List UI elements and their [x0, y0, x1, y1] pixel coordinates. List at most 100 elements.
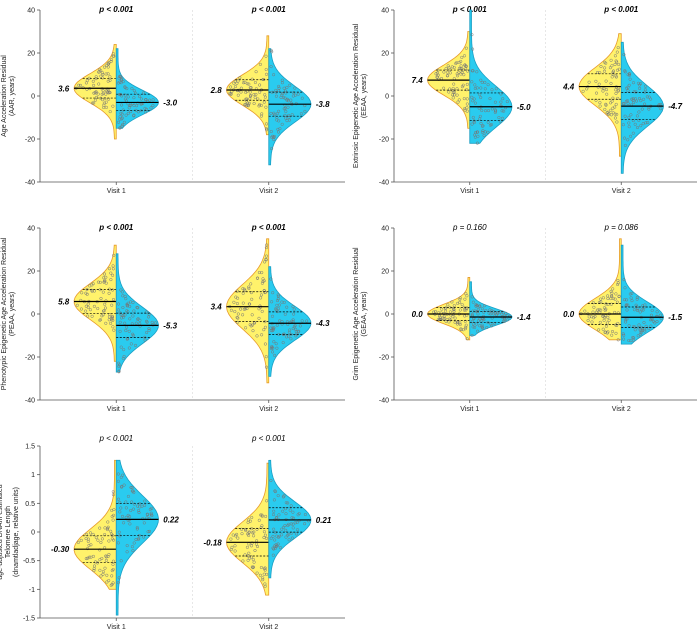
- y-tick-label: 0: [31, 530, 35, 537]
- data-point: [624, 318, 628, 322]
- y-axis-title-line: (dnamtladjage, relative units): [13, 487, 20, 577]
- data-point: [286, 105, 290, 109]
- x-tick-label: Visit 1: [107, 406, 126, 413]
- data-point: [643, 84, 648, 88]
- data-point: [291, 526, 295, 530]
- data-point: [89, 543, 93, 547]
- data-point: [236, 536, 240, 540]
- y-axis-title: Extrinsic Epigenetic Age Acceleration Re…: [353, 23, 368, 168]
- data-point: [97, 70, 101, 74]
- violin-half-a: [226, 462, 270, 596]
- data-point: [116, 81, 120, 85]
- data-point: [111, 264, 115, 268]
- data-point: [434, 72, 438, 76]
- data-point: [124, 506, 128, 510]
- data-point: [249, 544, 254, 548]
- data-point: [108, 75, 112, 79]
- data-point: [247, 556, 251, 560]
- data-point: [475, 70, 479, 74]
- data-point: [98, 318, 103, 322]
- data-point: [287, 113, 291, 117]
- data-point: [465, 102, 469, 106]
- data-point: [277, 84, 281, 88]
- data-point: [106, 90, 110, 94]
- data-point: [144, 310, 148, 314]
- data-point: [634, 90, 638, 94]
- data-point: [462, 54, 467, 58]
- y-tick-label: 0.5: [25, 501, 35, 508]
- data-point: [143, 499, 147, 503]
- data-point: [478, 324, 482, 328]
- data-point: [470, 80, 474, 84]
- data-point: [498, 310, 502, 314]
- data-point: [122, 354, 126, 359]
- data-point: [476, 319, 480, 323]
- data-point: [108, 313, 112, 317]
- data-point: [110, 314, 114, 318]
- data-point: [611, 69, 616, 73]
- data-point: [238, 76, 242, 80]
- data-point: [478, 304, 482, 308]
- data-point: [463, 63, 467, 67]
- data-point: [442, 86, 446, 90]
- data-point: [245, 307, 249, 311]
- data-point: [599, 64, 603, 69]
- data-point: [247, 551, 251, 555]
- data-point: [288, 328, 292, 332]
- data-point: [474, 130, 478, 135]
- data-point: [229, 537, 233, 541]
- data-point: [638, 310, 642, 314]
- data-point: [617, 67, 621, 71]
- data-point: [622, 53, 626, 57]
- median-value-label: 3.4: [211, 303, 223, 312]
- data-point: [131, 301, 135, 305]
- data-point: [262, 567, 266, 571]
- data-point: [118, 117, 122, 121]
- data-point: [606, 302, 610, 307]
- data-point: [609, 302, 613, 306]
- data-point: [144, 98, 148, 102]
- data-point: [250, 297, 254, 301]
- data-point: [601, 89, 605, 93]
- data-point: [465, 88, 469, 92]
- p-value-label: p < 0.001: [251, 5, 287, 14]
- data-point: [270, 314, 275, 318]
- data-point: [111, 318, 115, 322]
- data-point: [272, 498, 276, 502]
- data-point: [244, 527, 248, 531]
- data-point: [610, 64, 614, 68]
- data-point: [243, 553, 247, 557]
- data-point: [124, 113, 128, 117]
- data-point: [150, 514, 154, 518]
- data-point: [486, 109, 491, 113]
- data-point: [104, 100, 108, 104]
- data-point: [132, 309, 136, 313]
- data-point: [289, 504, 293, 508]
- data-point: [92, 101, 96, 105]
- data-point: [272, 135, 276, 139]
- data-point: [298, 324, 302, 328]
- data-point: [249, 282, 253, 286]
- data-point: [120, 117, 124, 121]
- data-point: [117, 364, 121, 368]
- data-point: [109, 529, 113, 533]
- data-point: [629, 296, 633, 300]
- data-point: [626, 303, 630, 307]
- violin-half-b: [268, 48, 312, 166]
- data-point: [253, 95, 257, 100]
- data-point: [632, 90, 636, 94]
- data-point: [120, 124, 124, 128]
- data-point: [614, 91, 618, 95]
- data-point: [479, 95, 483, 100]
- data-point: [483, 80, 487, 84]
- data-point: [104, 321, 108, 325]
- data-point: [262, 279, 266, 283]
- data-point: [129, 485, 133, 490]
- data-point: [255, 544, 260, 549]
- data-point: [472, 120, 476, 125]
- data-point: [457, 60, 461, 65]
- data-point: [233, 85, 238, 89]
- data-point: [99, 69, 103, 73]
- data-point: [274, 545, 278, 549]
- data-point: [471, 300, 475, 304]
